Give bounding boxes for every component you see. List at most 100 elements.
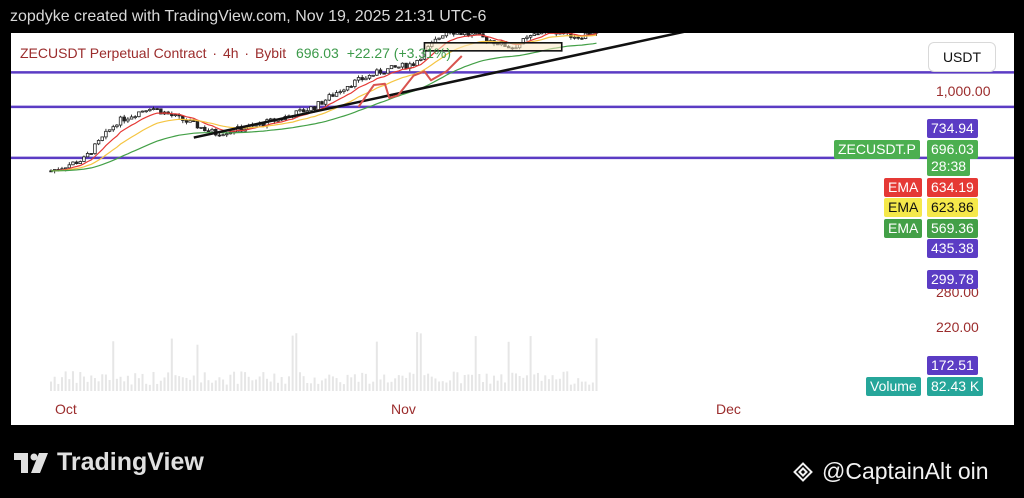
volume-bar <box>251 380 254 391</box>
candle-body <box>151 108 156 111</box>
candle-body <box>459 33 463 36</box>
volume-bar <box>588 384 591 391</box>
volume-bar <box>218 377 221 391</box>
candle <box>122 114 126 124</box>
volume-bar <box>507 341 510 391</box>
candle-body <box>210 128 214 132</box>
volume-bar <box>514 373 517 391</box>
volume-bar <box>170 338 173 391</box>
candle-body <box>122 116 126 122</box>
candle-body <box>85 153 90 158</box>
volume-bar <box>489 383 492 391</box>
volume-bar <box>397 375 400 391</box>
volume-bar <box>104 374 107 391</box>
candle <box>525 35 529 41</box>
candle <box>129 114 134 120</box>
candle <box>528 34 533 40</box>
volume-bar <box>97 381 100 391</box>
volume-bar <box>115 378 118 391</box>
volume-bar <box>298 372 301 391</box>
candle <box>477 33 482 35</box>
candle-body <box>437 37 441 40</box>
candle <box>411 61 416 67</box>
candle-body <box>532 33 536 36</box>
candle <box>360 75 364 82</box>
volume-bar <box>562 371 565 391</box>
volume-bar <box>434 378 437 391</box>
volume-bar <box>383 374 386 391</box>
candle-body <box>323 99 328 105</box>
author-watermark: @CaptainAlt oin <box>790 458 989 485</box>
level-tag-299: 299.78 <box>927 270 978 289</box>
volume-bar <box>57 383 60 391</box>
candle <box>389 65 394 70</box>
volume-bar <box>522 377 525 391</box>
volume-bar <box>229 374 232 391</box>
price-tick-1000: 1,000.00 <box>936 83 991 99</box>
candle-body <box>140 110 145 113</box>
price-chart[interactable] <box>11 33 1014 425</box>
candle <box>539 33 544 35</box>
volume-bar <box>346 374 349 391</box>
candle <box>74 160 79 165</box>
candle <box>532 33 536 37</box>
candle-body <box>192 120 196 122</box>
volume-bar <box>244 372 247 391</box>
candle <box>107 129 112 133</box>
volume-bar <box>591 382 594 391</box>
candle <box>327 92 331 102</box>
candle <box>378 67 383 75</box>
volume-bar <box>566 371 569 391</box>
tradingview-mark-icon <box>14 452 48 473</box>
chart-panel[interactable]: ZECUSDT Perpetual Contract · 4h · Bybit … <box>11 33 1014 425</box>
candle-body <box>576 36 580 39</box>
volume-bar <box>460 383 463 391</box>
candle <box>367 74 372 80</box>
candle-body <box>126 118 130 122</box>
volume-bar <box>225 384 228 391</box>
ema-tag-red: 634.19 <box>927 178 978 197</box>
volume-bar <box>174 375 177 391</box>
countdown-tag: 28:38 <box>927 157 971 176</box>
volume-bar <box>75 382 78 391</box>
volume-bar <box>291 335 294 391</box>
volume-bar <box>130 384 133 391</box>
legend-symbol[interactable]: ZECUSDT Perpetual Contract <box>20 45 207 61</box>
price-tick-220: 220.00 <box>936 319 979 335</box>
volume-bar <box>375 341 378 391</box>
volume-bar <box>408 372 411 391</box>
volume-bar <box>273 373 276 391</box>
candle <box>345 85 350 92</box>
candle-body <box>397 66 401 69</box>
candle <box>148 108 152 112</box>
volume-bar <box>390 381 393 391</box>
candle-body <box>89 153 93 155</box>
candle <box>419 58 423 62</box>
candle-body <box>455 33 460 35</box>
legend-interval[interactable]: 4h <box>222 45 239 61</box>
candle <box>382 72 386 75</box>
candle-body <box>96 140 101 145</box>
candle-body <box>320 101 324 105</box>
volume-bar <box>119 376 122 391</box>
candle <box>188 118 192 123</box>
candle-body <box>148 108 152 112</box>
candle-body <box>349 85 353 88</box>
volume-bar <box>496 380 499 391</box>
candle <box>452 33 456 37</box>
tradingview-logo[interactable]: TradingView <box>14 448 204 477</box>
candle-body <box>400 62 405 68</box>
watermark-text: @CaptainAlt oin <box>822 458 989 484</box>
candle-body <box>536 33 540 36</box>
currency-unit-button[interactable]: USDT <box>928 42 996 72</box>
volume-bar <box>324 378 327 391</box>
volume-bar <box>386 382 389 391</box>
volume-bar <box>427 373 430 391</box>
candle <box>89 153 93 155</box>
volume-bar <box>123 381 126 391</box>
candle-body <box>404 62 408 69</box>
candle-body <box>587 33 591 35</box>
candle-body <box>93 143 97 155</box>
candle <box>71 161 75 166</box>
ema-tag-yellow: 623.86 <box>927 198 978 217</box>
